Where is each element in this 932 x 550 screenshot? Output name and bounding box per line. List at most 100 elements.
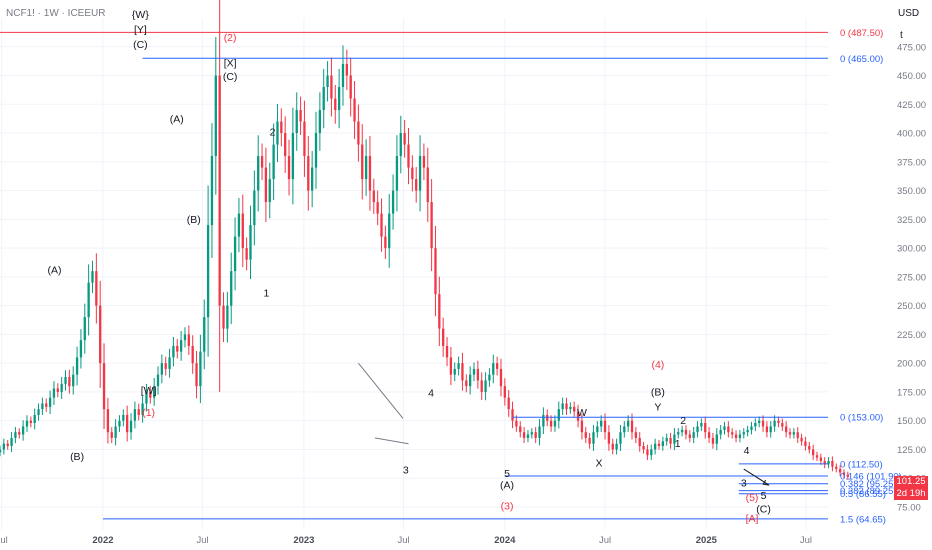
candle-body [376,202,379,214]
candle-body [179,340,183,352]
candle-body [156,374,160,387]
time-tick-label: 2023 [293,535,314,546]
candle-body [661,441,664,447]
candle-body [303,121,306,157]
candle-body [33,414,36,423]
fib-level-label: 0 (153.00) [840,413,883,424]
candle-body [280,121,283,134]
currency-sub-label: t [900,30,903,41]
candle-body [268,179,271,203]
candle-body [507,397,510,410]
candle-body [372,190,375,203]
candle-body [815,455,819,458]
candle-body [785,426,788,433]
candle-body [426,167,429,203]
candle-body [199,351,202,387]
candle-body [584,432,587,438]
candle-body [137,409,140,415]
candle-body [761,420,765,427]
time-tick-label: Jul [599,535,611,546]
price-tick-label: 400.00 [897,129,926,140]
candle-body [0,449,2,453]
candle-body [549,420,553,427]
candle-body [653,443,657,450]
candle-body [25,420,29,427]
wave-label: (4) [651,359,664,371]
symbol-title: NCF1! · 1W · ICEEUR [6,8,106,19]
candle-body [391,190,395,214]
candle-body [253,190,256,226]
time-tick-label: 2022 [92,535,113,546]
candle-body [642,446,645,450]
candle-body [83,317,86,341]
candle-body [149,391,152,398]
candle-body [145,391,148,404]
candle-body [21,426,25,435]
grid-layer [0,18,828,530]
candle-body [210,156,214,226]
wave-label: (B) [651,386,665,398]
candle-body [569,406,572,410]
candle-body [576,411,580,421]
candle-body [835,466,838,470]
candle-body [72,374,75,387]
candle-body [495,363,499,369]
wave-label: (A) [170,114,184,126]
wave-label: (A) [48,264,62,276]
candle-body [353,98,356,122]
candle-body [468,374,472,387]
candle-body [754,422,757,427]
candle-body [715,434,718,444]
fib-level-label: 0 (465.00) [840,54,883,65]
price-tick-label: 300.00 [897,244,926,255]
candle-body [60,383,63,392]
candle-body [364,156,368,180]
candle-body [731,432,734,435]
wave-label: (3) [501,500,514,512]
wave-label: 5 [504,468,510,480]
candle-body [48,397,52,407]
candle-body [777,420,780,423]
candle-body [357,121,360,145]
candle-body [711,437,715,444]
candle-body [515,420,518,427]
time-tick-label: Jul [800,535,812,546]
candle-body [6,443,9,447]
candle-body [257,156,260,191]
trendline [358,362,404,419]
candle-body [530,432,533,435]
candle-body [673,434,676,444]
candle-body [811,449,815,456]
candle-body [461,363,464,381]
fib-levels-layer: 0 (487.50) 0 (465.00) 0 (153.00) 0 (112.50)… [0,28,902,525]
price-tick-label: 150.00 [897,416,926,427]
trendlines-layer [358,362,770,486]
candle-body [723,426,726,430]
candle-body [52,388,56,398]
price-tick-label: 125.00 [897,445,926,456]
candle-body [842,472,846,475]
candle-body [603,420,607,433]
candle-body [596,426,599,433]
candle-body [688,434,691,438]
candle-body [345,64,348,76]
wave-label: (A) [500,480,514,492]
candle-body [607,432,611,444]
candle-body [526,434,530,438]
candle-body [203,317,206,352]
candle-body [800,437,803,442]
candle-body [738,434,742,438]
candle-body [276,121,279,145]
candle-body [534,432,537,438]
candle-body [122,414,125,421]
candle-body [64,376,67,384]
candle-body [488,374,491,381]
wave-label: 1 [675,438,681,450]
candle-body [291,133,295,180]
candle-body [522,432,526,438]
candle-body [361,144,364,180]
time-tick-label: 2024 [494,535,516,546]
candle-body [68,376,71,387]
candle-body [318,110,322,134]
